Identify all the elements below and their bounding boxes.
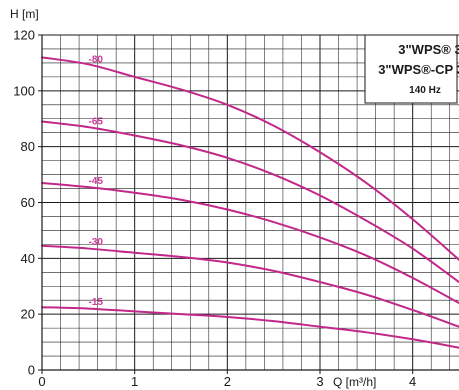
legend-title-1: 3"WPS® 3 xyxy=(398,42,459,57)
series-label: -30 xyxy=(89,237,104,248)
x-axis-label: Q [m³/h] xyxy=(333,375,376,389)
y-tick-label: 20 xyxy=(21,307,35,322)
legend-frame xyxy=(364,34,458,104)
legend-subtitle: 140 Hz xyxy=(409,85,441,96)
curve-series-minus-80 xyxy=(41,56,459,261)
y-tick-label: 120 xyxy=(13,28,35,43)
y-tick-labels: 0 20 40 60 80 100 120 xyxy=(13,28,42,378)
series-label: -65 xyxy=(89,116,104,127)
y-tick-label: 60 xyxy=(21,195,35,210)
curve-series-minus-30 xyxy=(41,244,459,328)
curve-series-minus-65 xyxy=(41,120,459,284)
series-labels-group: -80 -65 -45 -30 -15 xyxy=(89,54,104,308)
x-tick-label: 0 xyxy=(38,374,45,389)
legend-title-2: 3"WPS®-CP 3 xyxy=(378,62,459,77)
y-axis-label: H [m] xyxy=(10,7,39,21)
legend-box: 3"WPS® 3 3"WPS®-CP 3 140 Hz xyxy=(364,34,459,104)
y-tick-label: 100 xyxy=(13,83,35,98)
curve-series-minus-45 xyxy=(41,181,459,304)
series-label: -80 xyxy=(89,54,104,65)
series-label: -15 xyxy=(89,297,104,308)
y-tick-label: 0 xyxy=(28,363,35,378)
y-tick-label: 40 xyxy=(21,251,35,266)
curves-group xyxy=(41,56,459,349)
x-tick-label: 4 xyxy=(409,374,416,389)
curve-series-minus-15 xyxy=(41,306,459,349)
y-tick-label: 80 xyxy=(21,139,35,154)
x-tick-label: 2 xyxy=(224,374,231,389)
x-tick-label: 1 xyxy=(131,374,138,389)
series-label: -45 xyxy=(89,176,104,187)
x-tick-labels: 0 1 2 3 4 xyxy=(38,370,416,389)
x-tick-label: 3 xyxy=(316,374,323,389)
